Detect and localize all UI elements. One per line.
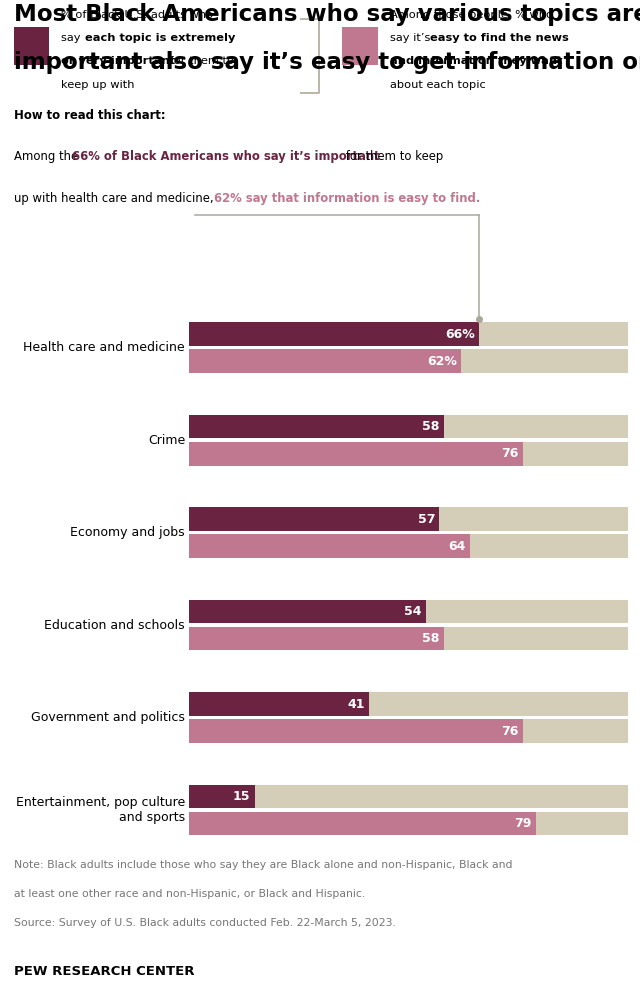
Bar xyxy=(14,26,49,65)
Text: each topic is extremely: each topic is extremely xyxy=(85,33,236,43)
Text: up with health care and medicine,: up with health care and medicine, xyxy=(14,192,218,205)
Text: How to read this chart:: How to read this chart: xyxy=(14,109,166,122)
Text: Among those people, % who: Among those people, % who xyxy=(390,10,554,20)
Text: 79: 79 xyxy=(515,817,532,830)
Text: Government and politics: Government and politics xyxy=(31,712,185,724)
Text: 58: 58 xyxy=(422,632,440,645)
Bar xyxy=(189,323,628,346)
Text: Entertainment, pop culture
and sports: Entertainment, pop culture and sports xyxy=(16,796,185,824)
Bar xyxy=(189,415,444,438)
Bar xyxy=(189,535,470,558)
Bar xyxy=(189,508,628,531)
Text: say it’s: say it’s xyxy=(390,33,435,43)
Bar xyxy=(189,442,523,465)
Bar xyxy=(189,812,628,835)
Bar xyxy=(189,600,426,623)
Bar xyxy=(189,600,628,623)
Bar xyxy=(189,720,628,743)
Bar xyxy=(189,350,461,373)
Bar xyxy=(189,508,440,531)
Bar xyxy=(189,442,628,465)
Bar xyxy=(189,785,628,808)
Text: easy to find the news: easy to find the news xyxy=(430,33,569,43)
Text: say: say xyxy=(61,33,84,43)
Text: 64: 64 xyxy=(449,540,466,553)
Text: 15: 15 xyxy=(233,790,250,803)
Text: for them to keep: for them to keep xyxy=(342,150,444,163)
Text: Health care and medicine: Health care and medicine xyxy=(24,342,185,354)
Text: 76: 76 xyxy=(501,725,518,738)
Text: % of Black U.S. adults who: % of Black U.S. adults who xyxy=(61,10,213,20)
Text: 41: 41 xyxy=(347,697,365,711)
Bar xyxy=(342,26,378,65)
Bar xyxy=(189,350,628,373)
Text: Most Black Americans who say various topics are: Most Black Americans who say various top… xyxy=(14,3,640,26)
Text: Among the: Among the xyxy=(14,150,82,163)
Text: 57: 57 xyxy=(417,513,435,526)
Bar xyxy=(189,627,444,650)
Text: about each topic: about each topic xyxy=(390,80,486,90)
Text: important also say it’s easy to get information on them: important also say it’s easy to get info… xyxy=(14,51,640,74)
Bar xyxy=(189,692,628,716)
Bar xyxy=(189,812,536,835)
Text: Economy and jobs: Economy and jobs xyxy=(70,527,185,539)
Text: Education and schools: Education and schools xyxy=(44,619,185,631)
Text: or very important: or very important xyxy=(61,56,175,66)
Text: PEW RESEARCH CENTER: PEW RESEARCH CENTER xyxy=(14,965,195,978)
Text: Crime: Crime xyxy=(148,434,185,446)
Text: Note: Black adults include those who say they are Black alone and non-Hispanic, : Note: Black adults include those who say… xyxy=(14,860,513,870)
Bar xyxy=(189,627,628,650)
Text: 66% of Black Americans who say it’s important: 66% of Black Americans who say it’s impo… xyxy=(72,150,380,163)
Text: 62% say that information is easy to find.: 62% say that information is easy to find… xyxy=(214,192,480,205)
Text: Source: Survey of U.S. Black adults conducted Feb. 22-March 5, 2023.: Source: Survey of U.S. Black adults cond… xyxy=(14,918,396,928)
Text: keep up with: keep up with xyxy=(61,80,134,90)
Bar xyxy=(189,323,479,346)
Text: 76: 76 xyxy=(501,447,518,460)
Bar xyxy=(189,785,255,808)
Bar xyxy=(189,535,628,558)
Bar xyxy=(189,692,369,716)
Text: for them to: for them to xyxy=(166,56,234,66)
Bar xyxy=(189,415,628,438)
Text: and information they want: and information they want xyxy=(390,56,563,66)
Text: 62%: 62% xyxy=(427,355,457,368)
Text: 66%: 66% xyxy=(445,328,475,341)
Text: 58: 58 xyxy=(422,420,440,433)
Text: 54: 54 xyxy=(404,605,422,618)
Bar xyxy=(189,720,523,743)
Text: at least one other race and non-Hispanic, or Black and Hispanic.: at least one other race and non-Hispanic… xyxy=(14,889,365,899)
